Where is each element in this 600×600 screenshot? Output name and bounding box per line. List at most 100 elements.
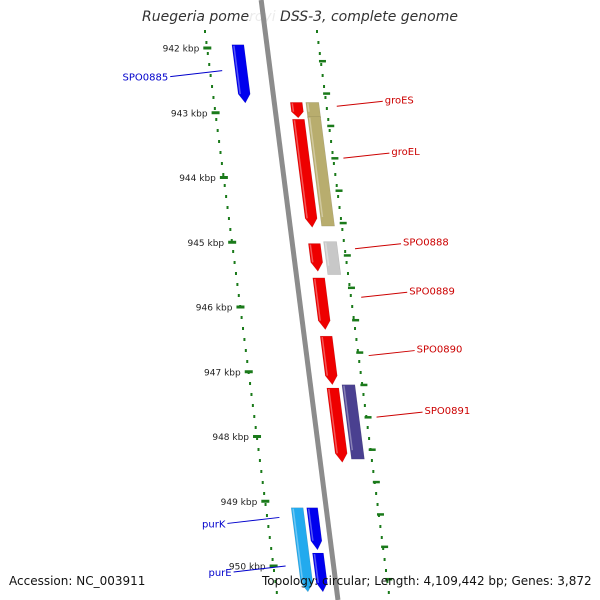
gene-highlight: [321, 337, 328, 376]
forward-guide-dots-dot: [260, 470, 263, 473]
gene-label-purK: purK: [202, 519, 226, 530]
reverse-guide-dots-dot: [383, 558, 386, 561]
forward-guide-dots-dot: [261, 481, 264, 484]
reverse-tick: [381, 545, 389, 549]
forward-guide-dots-dot: [211, 85, 214, 88]
reverse-tick: [376, 513, 384, 516]
forward-guide-dots-dot: [240, 316, 243, 319]
reverse-guide-dots-dot: [362, 393, 365, 396]
forward-guide-dots-dot: [253, 415, 256, 418]
forward-guide-dots-dot: [268, 536, 271, 539]
scale-tick-label: 945 kbp: [187, 239, 224, 249]
forward-guide-dots-dot: [263, 492, 266, 495]
gene-highlight: [308, 117, 324, 218]
label-leader-purK: [227, 516, 280, 524]
reverse-guide-dots-dot: [355, 338, 358, 341]
reverse-guide-dots-dot: [386, 580, 389, 583]
forward-guide-dots-dot: [208, 63, 211, 66]
reverse-guide-dots-dot: [366, 426, 369, 429]
gene-SPO0890: [319, 335, 338, 386]
gene-label-SPO0889: SPO0889: [409, 286, 455, 297]
scale-tick-label: 946 kbp: [196, 304, 233, 314]
reverse-guide-dots-dot: [318, 52, 321, 55]
reverse-guide-dots-dot: [349, 294, 352, 297]
forward-guide-dots-dot: [242, 327, 245, 330]
reverse-guide-dots-dot: [348, 283, 351, 286]
forward-guide-dots-dot: [271, 558, 274, 561]
reverse-guide-dots-dot: [375, 492, 378, 495]
reverse-guide-dots-dot: [356, 349, 359, 352]
gene-SPO0889: [312, 277, 331, 331]
scale-tick-label: 947 kbp: [204, 368, 241, 378]
reverse-guide-dots-dot: [323, 85, 326, 88]
forward-guide-dots-dot: [264, 503, 267, 506]
gene-SPO0885: [231, 44, 251, 104]
gene-highlight: [328, 388, 338, 454]
reverse-guide-dots-dot: [332, 162, 335, 165]
gene-SPO0891-feature: [341, 384, 365, 460]
gene-label-SPO0888: SPO0888: [403, 238, 449, 249]
gene-label-SPO0890: SPO0890: [417, 345, 463, 356]
reverse-guide-dots-dot: [342, 239, 345, 242]
forward-guide-dots-dot: [223, 184, 226, 187]
reverse-guide-dots-dot: [376, 503, 379, 506]
label-leader-groES: [336, 100, 383, 107]
gene-label-purE: purE: [208, 568, 231, 579]
forward-guide-dots-dot: [274, 580, 277, 583]
gene-highlight: [233, 45, 241, 95]
label-leader-groEL: [343, 152, 390, 159]
forward-guide-dots-dot: [234, 272, 237, 275]
forward-guide-dots-dot: [275, 591, 278, 594]
reverse-guide-dots-dot: [321, 74, 324, 77]
forward-guide-dots-dot: [267, 525, 270, 528]
reverse-guide-dots-dot: [372, 470, 375, 473]
reverse-guide-dots-dot: [331, 151, 334, 154]
forward-guide-dots-dot: [232, 250, 235, 253]
gene-groEL: [292, 118, 318, 228]
reverse-tick: [318, 59, 326, 63]
gene-groES: [289, 102, 304, 119]
reverse-tick: [364, 416, 372, 419]
reverse-guide-dots-dot: [363, 404, 366, 407]
label-leader-SPO0888: [354, 243, 402, 250]
scale-tick-label: 950 kbp: [229, 563, 266, 573]
gene-highlight: [313, 553, 320, 583]
forward-guide-dots-dot: [205, 41, 208, 44]
forward-guide-dots-dot: [219, 151, 222, 154]
reverse-tick: [356, 351, 364, 354]
forward-guide-dots-dot: [222, 173, 225, 176]
reverse-guide-dots-dot: [324, 96, 327, 99]
reverse-tick: [347, 286, 355, 290]
gene-highlight: [293, 120, 308, 219]
scale-tick: [228, 240, 237, 244]
forward-guide-dots-dot: [251, 404, 254, 407]
scale-tick: [269, 564, 278, 568]
scale-tick-label: 942 kbp: [163, 45, 200, 55]
reverse-guide-dots-dot: [335, 184, 338, 187]
scale-tick: [211, 111, 220, 115]
forward-guide-dots-dot: [272, 569, 275, 572]
gene-label-SPO0885: SPO0885: [123, 73, 169, 84]
label-leader-SPO0885: [170, 70, 223, 78]
forward-guide-dots-dot: [270, 547, 273, 550]
scale-tick: [236, 305, 245, 309]
label-leader-SPO0889: [361, 291, 408, 298]
forward-guide-dots-dot: [233, 261, 236, 264]
forward-guide-dots-dot: [236, 283, 239, 286]
reverse-guide-dots: [316, 30, 390, 594]
forward-guide-dots-dot: [246, 360, 249, 363]
scale-tick-label: 943 kbp: [171, 109, 208, 119]
forward-guide-dots-dot: [258, 459, 261, 462]
backbone-line: [258, 0, 341, 600]
reverse-tick: [372, 480, 380, 484]
reverse-guide-dots-dot: [345, 261, 348, 264]
forward-guide-dots-dot: [250, 393, 253, 396]
reverse-guide-dots-dot: [339, 217, 342, 220]
gene-SPO0888: [308, 243, 324, 272]
gene-label-groEL: groEL: [391, 147, 420, 158]
reverse-guide-dots-dot: [344, 250, 347, 253]
reverse-guide-dots-dot: [346, 272, 349, 275]
forward-guide-dots-dot: [229, 228, 232, 231]
map-title: Ruegeria pomeroyi DSS-3, complete genome: [142, 9, 458, 25]
